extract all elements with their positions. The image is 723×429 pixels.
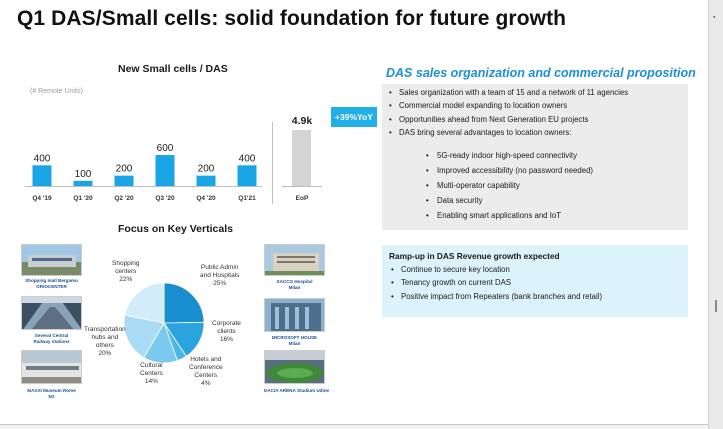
bar-value-label: 400: [34, 153, 51, 164]
das-advantages-list: 5G-ready indoor high-speed connectivity …: [424, 151, 593, 226]
revenue-growth-title: Ramp-up in DAS Revenue growth expected: [389, 251, 560, 261]
list-item: Enabling smart applications and IoT: [424, 211, 593, 220]
revenue-growth-bullets: Continue to secure key location Tenancy …: [388, 265, 602, 305]
list-item: Multi-operator capability: [424, 181, 593, 190]
bar-value-label: 600: [157, 143, 174, 154]
caption-maxxi-museum: MAXXI Museum Rome 5G: [27, 388, 76, 399]
caption-sacco-hospital: SACCO Hospital Milan: [276, 279, 313, 290]
bottom-border: [0, 424, 708, 429]
bar-chart-title: New Small cells / DAS: [118, 63, 228, 75]
eop-bar: [292, 130, 311, 186]
photo-sacco-hospital: [264, 244, 325, 276]
window-edge: ▪: [708, 0, 723, 429]
list-item: Sales organization with a team of 15 and…: [386, 88, 628, 97]
pie-label-transport: Transportation hubs and others 20%: [84, 326, 126, 358]
photo-dacia-arena: [264, 350, 325, 384]
photo-maxxi-museum: [21, 350, 82, 384]
bar: [32, 165, 52, 186]
edge-mark: ▪: [713, 14, 716, 21]
caption-shopping-mall: Shopping mall Bergamo ORIOCENTER: [25, 278, 78, 289]
pie-label-cultural: Cultural Centers 14%: [140, 362, 163, 386]
bar: [196, 175, 216, 186]
pie-label-public: Public Admin and Hospitals 25%: [200, 264, 240, 288]
list-item: Data security: [424, 196, 593, 205]
caption-dacia-arena: DACIA ARENA Stadium Udine: [264, 388, 330, 393]
photo-microsoft-house: [264, 298, 325, 332]
pie-slice: [163, 282, 205, 324]
pie-label-corporate: Corporate clients 16%: [212, 320, 241, 344]
das-sales-title: DAS sales organization and commercial pr…: [386, 66, 696, 80]
list-item: Positive impact from Repeaters (bank bra…: [388, 292, 602, 301]
x-tick-label: Q1 '20: [73, 195, 93, 202]
x-tick-label: Q4 '20: [196, 195, 216, 202]
das-sales-bullets: Sales organization with a team of 15 and…: [386, 88, 628, 141]
caption-railway-station: Several Central Railway stations: [33, 333, 70, 344]
list-item: Commercial model expanding to location o…: [386, 101, 628, 110]
bar-value-label: 200: [198, 164, 215, 175]
edge-scroll-mark: [715, 300, 717, 312]
list-item: Opportunities ahead from Next Generation…: [386, 115, 628, 124]
x-tick-label: Q4 '19: [32, 195, 52, 202]
pie-slice: [124, 282, 165, 324]
bar-chart: 400 Q4 '19 100 Q1 '20 200 Q2 '20 600 Q3 '20 200 Q…: [25, 115, 322, 202]
slide: Q1 DAS/Small cells: solid foundation for…: [0, 0, 708, 429]
list-item: Tenancy growth on current DAS: [388, 278, 602, 287]
list-item: DAS bring several advantages to location…: [386, 128, 628, 137]
list-item: Continue to secure key location: [388, 265, 602, 274]
bar-value-label: 400: [239, 153, 256, 164]
photo-railway-station: [21, 296, 82, 330]
pie-label-shopping: Shopping centers 22%: [112, 260, 140, 284]
list-item: 5G-ready indoor high-speed connectivity: [424, 151, 593, 160]
verticals-title: Focus on Key Verticals: [118, 223, 233, 235]
pie-label-hotels: Hotels and Conference Centers 4%: [189, 356, 223, 388]
x-tick-label: Q3 '20: [155, 195, 175, 202]
bar: [73, 180, 93, 186]
bar-chart-subtitle: (# Remote Units): [30, 88, 83, 95]
x-tick-label: Q1'21: [238, 195, 256, 202]
page-title: Q1 DAS/Small cells: solid foundation for…: [17, 7, 567, 30]
bar: [114, 175, 134, 186]
caption-microsoft-house: MICROSOFT HOUSE Milan: [271, 335, 318, 346]
x-tick-label: Q2 '20: [114, 195, 134, 202]
bar-value-label: 100: [75, 169, 92, 180]
bar: [237, 165, 257, 186]
photo-shopping-mall: [21, 244, 82, 276]
verticals-pie-chart: [123, 282, 205, 364]
bar: [155, 155, 175, 186]
bar-value-label: 200: [116, 164, 133, 175]
eop-tick-label: EoP: [296, 195, 309, 202]
eop-value-label: 4.9k: [292, 115, 313, 127]
chart-separator: [272, 122, 273, 204]
yoy-badge: +39%YoY: [331, 107, 377, 127]
list-item: Improved accessibility (no password need…: [424, 166, 593, 175]
pie-slice: [123, 314, 165, 359]
